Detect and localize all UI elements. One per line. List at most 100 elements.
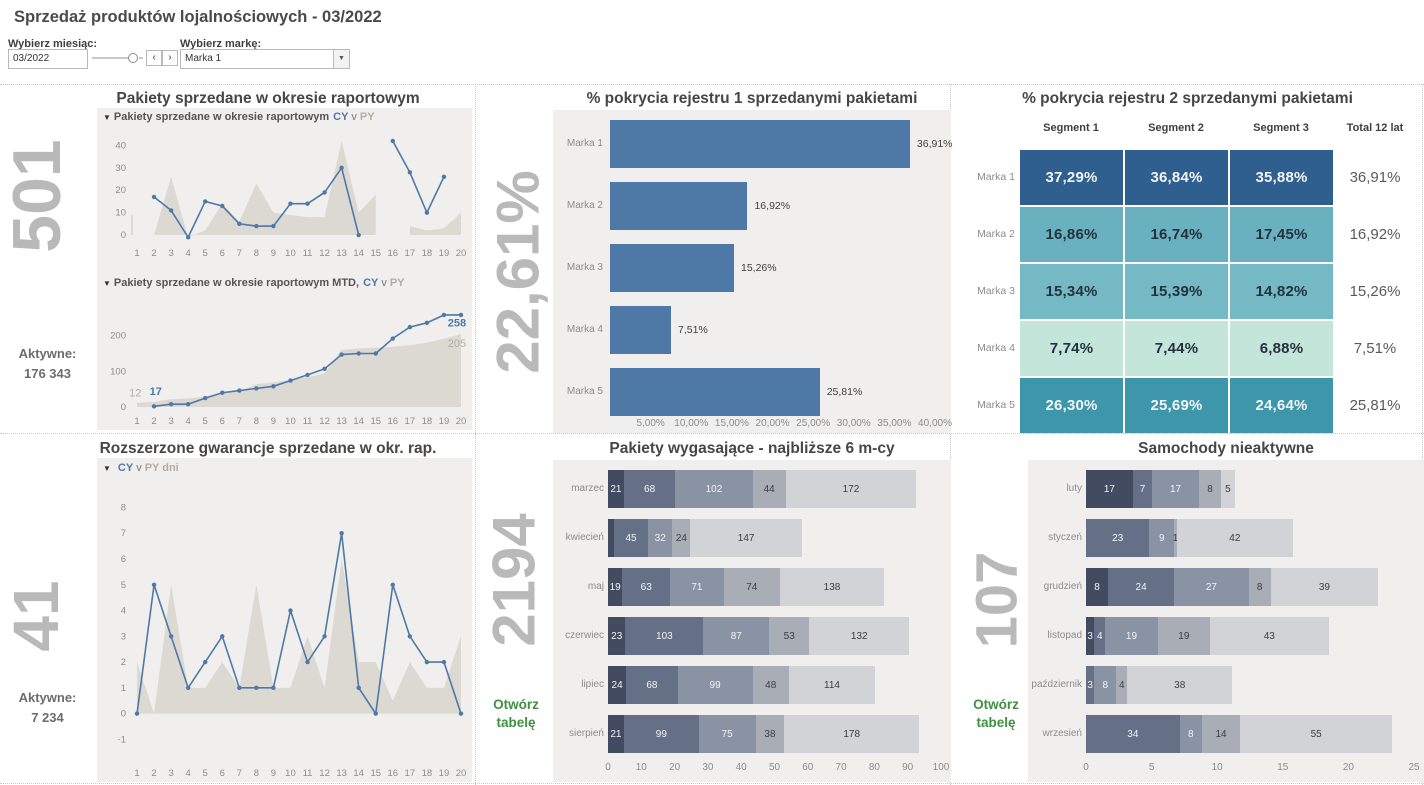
bar-segment[interactable]: 138 — [779, 568, 885, 606]
open-table-link-nieaktywne[interactable]: Otwórz tabelę — [958, 696, 1034, 731]
legend-collapse-icon[interactable]: ▼ — [103, 464, 111, 473]
bar-segment[interactable]: 17 — [1086, 470, 1133, 508]
data-point[interactable] — [441, 312, 447, 318]
open-table-link-wygasajace[interactable]: Otwórz tabelę — [478, 696, 554, 731]
month-slider-handle[interactable] — [128, 53, 138, 63]
bar-segment[interactable]: 5 — [1221, 470, 1235, 508]
data-point[interactable] — [254, 386, 259, 391]
bar-segment[interactable]: 43 — [1210, 617, 1329, 655]
data-point[interactable] — [237, 388, 242, 393]
legend-collapse-icon[interactable]: ▼ — [103, 279, 111, 288]
data-point[interactable] — [322, 634, 327, 639]
data-point[interactable] — [151, 194, 157, 200]
data-point[interactable] — [271, 685, 276, 691]
heatmap-cell[interactable]: 17,45% — [1230, 207, 1333, 262]
bar-segment[interactable]: 75 — [698, 715, 756, 753]
heatmap-cell[interactable]: 6,88% — [1230, 321, 1333, 376]
data-point[interactable] — [356, 351, 361, 356]
bar-segment[interactable]: 87 — [703, 617, 770, 655]
bar-segment[interactable]: 7 — [1132, 470, 1153, 508]
brand-dropdown[interactable]: Marka 1 ▼ — [180, 49, 350, 69]
data-point[interactable] — [185, 685, 191, 691]
data-point[interactable] — [458, 312, 464, 318]
bar-segment[interactable]: 103 — [625, 617, 704, 655]
bar-segment[interactable]: 147 — [690, 519, 802, 557]
bar-segment[interactable]: 24 — [672, 519, 691, 557]
data-point[interactable] — [168, 401, 174, 407]
bar-segment[interactable]: 21 — [608, 715, 624, 753]
data-point[interactable] — [271, 384, 276, 389]
heatmap-cell[interactable]: 15,34% — [1020, 264, 1123, 319]
data-point[interactable] — [288, 608, 293, 613]
data-point[interactable] — [373, 711, 378, 716]
bar-segment[interactable]: 8 — [1179, 715, 1202, 753]
data-point[interactable] — [134, 711, 140, 716]
bar-marka-3[interactable] — [610, 244, 734, 292]
bar-segment[interactable]: 178 — [784, 715, 920, 753]
data-point[interactable] — [203, 659, 208, 665]
data-point[interactable] — [407, 324, 413, 330]
data-point[interactable] — [356, 232, 361, 238]
bar-segment[interactable]: 8 — [1086, 568, 1109, 606]
bar-segment[interactable]: 24 — [608, 666, 627, 704]
data-point[interactable] — [339, 165, 344, 171]
data-point[interactable] — [339, 352, 344, 357]
bar-segment[interactable]: 19 — [1157, 617, 1211, 655]
bar-segment[interactable]: 39 — [1270, 568, 1379, 606]
data-point[interactable] — [185, 401, 191, 407]
data-point[interactable] — [305, 659, 310, 665]
bar-segment[interactable]: 23 — [1086, 519, 1150, 557]
data-point[interactable] — [288, 378, 293, 383]
py-area[interactable] — [137, 559, 461, 714]
bar-segment[interactable]: 1 — [1173, 519, 1178, 557]
data-point[interactable] — [237, 685, 242, 691]
bar-segment[interactable]: 68 — [626, 666, 678, 704]
heatmap-cell[interactable]: 7,44% — [1125, 321, 1228, 376]
data-point[interactable] — [288, 201, 293, 206]
bar-segment[interactable]: 21 — [608, 470, 624, 508]
data-point[interactable] — [203, 395, 208, 401]
bar-segment[interactable]: 3 — [1086, 617, 1095, 655]
bar-marka-4[interactable] — [610, 306, 672, 354]
bar-segment[interactable]: 3 — [1086, 666, 1095, 704]
bar-segment[interactable]: 44 — [752, 470, 786, 508]
bar-segment[interactable]: 172 — [785, 470, 917, 508]
heatmap-cell[interactable]: 16,86% — [1020, 207, 1123, 262]
bar-segment[interactable]: 8 — [1094, 666, 1117, 704]
bar-segment[interactable]: 8 — [1199, 470, 1222, 508]
bar-segment[interactable]: 19 — [1105, 617, 1158, 655]
heatmap-cell[interactable]: 35,88% — [1230, 150, 1333, 205]
heatmap-cell[interactable]: 7,74% — [1020, 321, 1123, 376]
bar-segment[interactable]: 99 — [677, 666, 753, 704]
bar-marka-1[interactable] — [610, 120, 910, 168]
data-point[interactable] — [441, 174, 447, 179]
data-point[interactable] — [390, 138, 395, 144]
data-point[interactable] — [185, 235, 191, 240]
bar-segment[interactable]: 17 — [1152, 470, 1199, 508]
data-point[interactable] — [407, 634, 413, 639]
data-point[interactable] — [151, 582, 157, 587]
py-area[interactable] — [137, 140, 376, 238]
data-point[interactable] — [220, 634, 225, 639]
bar-segment[interactable]: 38 — [755, 715, 785, 753]
heatmap-cell[interactable]: 36,84% — [1125, 150, 1228, 205]
bar-segment[interactable]: 34 — [1086, 715, 1180, 753]
data-point[interactable] — [356, 685, 361, 691]
bar-segment[interactable]: 74 — [723, 568, 780, 606]
data-point[interactable] — [254, 223, 259, 229]
bar-segment[interactable]: 38 — [1127, 666, 1233, 704]
bar-segment[interactable]: 132 — [809, 617, 910, 655]
bar-segment[interactable] — [608, 519, 615, 557]
data-point[interactable] — [407, 170, 413, 175]
data-point[interactable] — [322, 190, 327, 195]
bar-segment[interactable]: 71 — [670, 568, 724, 606]
data-point[interactable] — [390, 336, 395, 341]
data-point[interactable] — [271, 223, 276, 229]
bar-segment[interactable]: 45 — [614, 519, 649, 557]
bar-segment[interactable]: 114 — [788, 666, 876, 704]
next-month-button[interactable]: › — [162, 50, 178, 66]
bar-marka-2[interactable] — [610, 182, 748, 230]
data-point[interactable] — [424, 320, 430, 326]
py-area[interactable] — [409, 212, 461, 236]
bar-segment[interactable]: 99 — [623, 715, 699, 753]
